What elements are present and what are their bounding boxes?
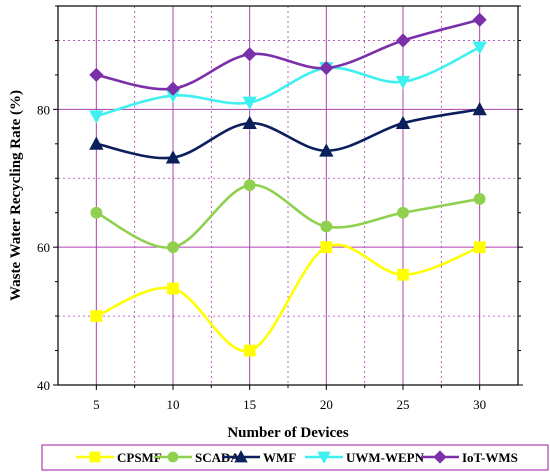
legend-label-scada: SCADA xyxy=(195,450,240,465)
data-point-uwm-wepn xyxy=(89,110,104,124)
legend-marker-wmf xyxy=(234,450,248,463)
legend-item-iot-wms: IoT-WMS xyxy=(421,450,518,465)
legend-marker-iot-wms xyxy=(433,450,447,464)
data-point-scada xyxy=(90,206,103,219)
legend: CPSMF SCADA WMF UWM-WEPN IoT-WMS xyxy=(41,444,549,471)
data-point-iot-wms xyxy=(395,33,411,48)
data-point-scada xyxy=(473,193,486,205)
series-iot-wms xyxy=(89,12,487,96)
data-point-scada xyxy=(167,241,179,254)
y-tick-label: 80 xyxy=(37,102,50,117)
data-point-iot-wms xyxy=(319,60,334,76)
series-line-iot-wms xyxy=(96,18,481,91)
legend-item-scada: SCADA xyxy=(154,450,240,465)
data-point-uwm-wepn xyxy=(472,41,487,55)
legend-label-cpsmf: CPSMF xyxy=(117,450,162,465)
data-point-iot-wms xyxy=(242,47,257,62)
y-tick-label: 60 xyxy=(37,240,50,255)
legend-label-iot-wms: IoT-WMS xyxy=(462,450,518,465)
legend-label-wmf: WMF xyxy=(263,450,296,465)
data-point-cpsmf xyxy=(243,344,256,357)
data-point-scada xyxy=(320,220,333,233)
data-point-iot-wms xyxy=(472,12,487,27)
series-cpsmf xyxy=(90,241,486,357)
legend-item-cpsmf: CPSMF xyxy=(76,450,162,465)
data-point-wmf xyxy=(89,136,104,150)
x-tick-label: 20 xyxy=(320,397,333,412)
data-point-scada xyxy=(397,206,409,219)
axis-ticks: 5 10 15 20 25 30 40 60 80 xyxy=(37,5,523,412)
data-point-uwm-wepn xyxy=(242,96,257,110)
data-point-wmf xyxy=(319,143,334,157)
x-tick-label: 30 xyxy=(473,397,486,412)
x-axis-title: Number of Devices xyxy=(227,425,349,441)
series-wmf xyxy=(89,102,487,164)
legend-marker-scada xyxy=(167,451,179,463)
data-point-scada xyxy=(243,179,256,192)
data-point-wmf xyxy=(242,115,257,130)
x-tick-label: 10 xyxy=(167,397,180,412)
y-tick-label: 40 xyxy=(37,378,50,393)
legend-marker-uwm-wepn xyxy=(317,451,331,464)
legend-box xyxy=(41,444,549,471)
series-uwm-wepn xyxy=(89,41,487,124)
data-point-wmf xyxy=(472,102,487,116)
legend-marker-cpsmf xyxy=(89,451,101,463)
data-point-cpsmf xyxy=(167,282,179,295)
legend-item-uwm-wepn: UWM-WEPN xyxy=(305,450,425,465)
data-point-iot-wms xyxy=(165,81,181,96)
legend-item-wmf: WMF xyxy=(222,450,296,465)
data-point-cpsmf xyxy=(320,241,333,254)
data-point-wmf xyxy=(395,115,411,130)
y-axis-title: Waste Water Recycling Rate (%) xyxy=(8,90,24,301)
legend-label-uwm-wepn: UWM-WEPN xyxy=(346,450,425,465)
data-point-cpsmf xyxy=(90,310,103,322)
data-point-uwm-wepn xyxy=(395,75,411,90)
data-point-cpsmf xyxy=(397,268,409,281)
data-point-iot-wms xyxy=(89,67,104,82)
data-point-cpsmf xyxy=(473,241,486,254)
series-scada xyxy=(90,179,486,254)
x-tick-label: 5 xyxy=(93,397,100,412)
data-point-wmf xyxy=(165,150,181,164)
x-tick-label: 25 xyxy=(397,397,410,412)
x-tick-label: 15 xyxy=(243,397,256,412)
series-lines xyxy=(89,12,487,357)
